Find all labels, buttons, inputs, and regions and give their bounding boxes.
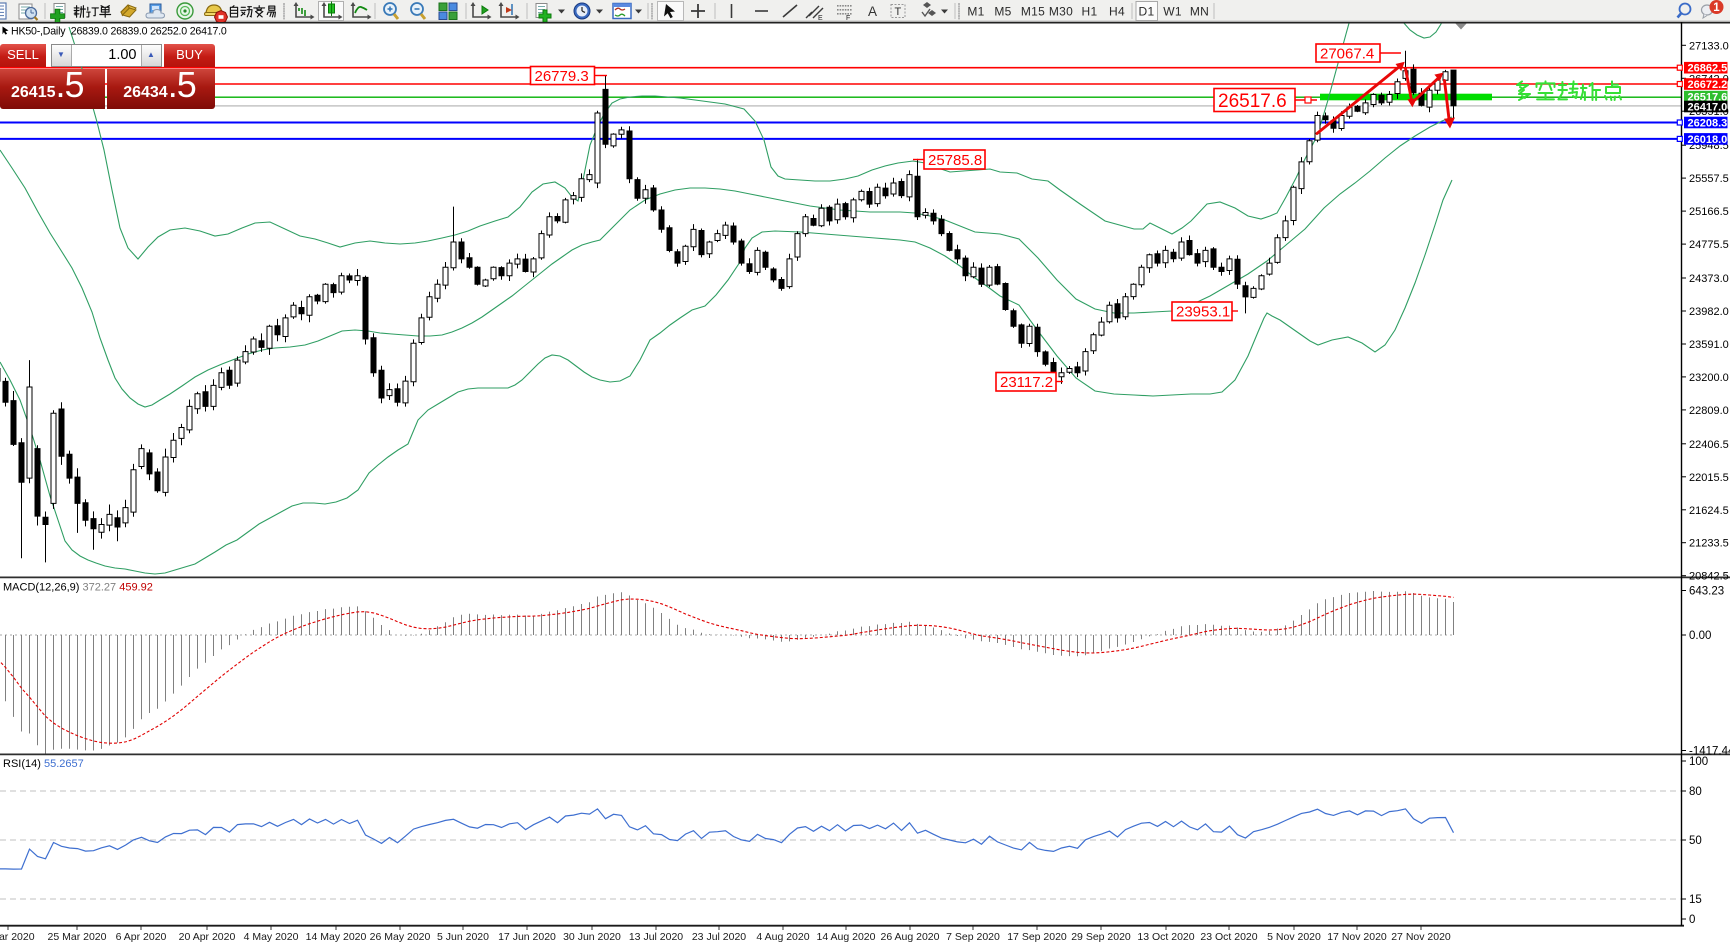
svg-text:26018.0: 26018.0 (1688, 134, 1728, 146)
svg-text:50: 50 (1689, 835, 1702, 847)
svg-text:27 Nov 2020: 27 Nov 2020 (1391, 931, 1451, 943)
svg-text:T: T (895, 6, 902, 18)
svg-text:23117.2: 23117.2 (1000, 374, 1053, 391)
svg-text:20842.5: 20842.5 (1689, 571, 1729, 583)
svg-text:17 Nov 2020: 17 Nov 2020 (1327, 931, 1387, 943)
svg-text:22809.0: 22809.0 (1689, 405, 1729, 417)
svg-text:23 Oct 2020: 23 Oct 2020 (1200, 931, 1257, 943)
svg-text:A: A (868, 4, 877, 19)
svg-text:30 Jun 2020: 30 Jun 2020 (563, 931, 621, 943)
svg-text:7 Sep 2020: 7 Sep 2020 (946, 931, 1000, 943)
svg-text:5 Nov 2020: 5 Nov 2020 (1267, 931, 1321, 943)
svg-text:MN: MN (1190, 5, 1209, 19)
svg-text:-1417.44: -1417.44 (1689, 746, 1730, 758)
svg-text:22406.5: 22406.5 (1689, 439, 1729, 451)
svg-text:17 Jun 2020: 17 Jun 2020 (498, 931, 556, 943)
svg-text:6 Apr 2020: 6 Apr 2020 (116, 931, 167, 943)
svg-text:26417.0: 26417.0 (1688, 101, 1728, 113)
svg-text:23982.0: 23982.0 (1689, 306, 1729, 318)
svg-text:14 May 2020: 14 May 2020 (306, 931, 367, 943)
svg-text:0.00: 0.00 (1689, 630, 1711, 642)
svg-text:26862.5: 26862.5 (1688, 63, 1728, 75)
svg-text:80: 80 (1689, 786, 1702, 798)
svg-text:14 Aug 2020: 14 Aug 2020 (817, 931, 876, 943)
svg-text:15: 15 (1689, 894, 1702, 906)
svg-text:27133.0: 27133.0 (1689, 40, 1729, 52)
svg-text:RSI(14) 55.2657: RSI(14) 55.2657 (3, 758, 84, 770)
svg-text:27067.4: 27067.4 (1320, 45, 1374, 62)
svg-text:25166.5: 25166.5 (1689, 206, 1729, 218)
svg-text:25 Mar 2020: 25 Mar 2020 (48, 931, 107, 943)
svg-text:F: F (846, 15, 850, 22)
svg-text:23591.0: 23591.0 (1689, 339, 1729, 351)
svg-text:HK50-,Daily 26839.0 26839.0 2: HK50-,Daily 26839.0 26839.0 26252.0 2641… (11, 26, 227, 38)
svg-text:M5: M5 (994, 5, 1011, 19)
svg-text:23953.1: 23953.1 (1176, 304, 1230, 321)
svg-text:13 Jul 2020: 13 Jul 2020 (629, 931, 683, 943)
svg-text:25557.5: 25557.5 (1689, 173, 1729, 185)
svg-text:W1: W1 (1163, 5, 1182, 19)
svg-text:13 Oct 2020: 13 Oct 2020 (1137, 931, 1194, 943)
svg-text:H1: H1 (1082, 5, 1098, 19)
svg-text:26 Aug 2020: 26 Aug 2020 (881, 931, 940, 943)
svg-text:5 Jun 2020: 5 Jun 2020 (437, 931, 489, 943)
svg-text:E: E (818, 15, 823, 22)
svg-text:20 Apr 2020: 20 Apr 2020 (179, 931, 236, 943)
svg-text:26517.6: 26517.6 (1218, 91, 1287, 112)
svg-text:MACD(12,26,9) 372.27 459.92: MACD(12,26,9) 372.27 459.92 (3, 582, 153, 594)
svg-text:21233.5: 21233.5 (1689, 538, 1729, 550)
svg-text:M1: M1 (967, 5, 984, 19)
svg-text:D1: D1 (1139, 5, 1155, 19)
svg-text:M30: M30 (1049, 5, 1073, 19)
svg-text:0: 0 (1689, 914, 1695, 926)
svg-text:29 Sep 2020: 29 Sep 2020 (1071, 931, 1131, 943)
svg-text:1: 1 (1713, 2, 1720, 14)
svg-text:26 May 2020: 26 May 2020 (370, 931, 431, 943)
svg-text:4 Aug 2020: 4 Aug 2020 (756, 931, 809, 943)
svg-text:26672.2: 26672.2 (1688, 79, 1728, 91)
svg-text:26208.3: 26208.3 (1688, 117, 1728, 129)
svg-text:M15: M15 (1021, 5, 1045, 19)
svg-text:25785.8: 25785.8 (928, 152, 982, 169)
svg-text:4 May 2020: 4 May 2020 (244, 931, 299, 943)
svg-text:3 Mar 2020: 3 Mar 2020 (0, 931, 35, 943)
svg-text:17 Sep 2020: 17 Sep 2020 (1007, 931, 1067, 943)
svg-text:26517.6: 26517.6 (1688, 92, 1728, 104)
svg-text:643.23: 643.23 (1689, 586, 1724, 598)
svg-text:23 Jul 2020: 23 Jul 2020 (692, 931, 746, 943)
svg-text:23200.0: 23200.0 (1689, 372, 1729, 384)
svg-text:24373.0: 24373.0 (1689, 273, 1729, 285)
svg-text:100: 100 (1689, 756, 1708, 768)
svg-text:22015.5: 22015.5 (1689, 472, 1729, 484)
svg-text:24775.5: 24775.5 (1689, 239, 1729, 251)
svg-text:21624.5: 21624.5 (1689, 505, 1729, 517)
svg-text:26779.3: 26779.3 (535, 68, 589, 85)
svg-text:H4: H4 (1109, 5, 1125, 19)
